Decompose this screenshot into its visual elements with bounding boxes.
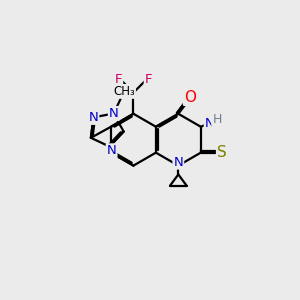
Text: N: N [107,144,116,158]
Text: F: F [115,73,122,86]
Text: CH₃: CH₃ [113,85,135,98]
Text: F: F [145,73,152,86]
Text: N: N [173,156,183,169]
Text: H: H [212,113,222,127]
Text: N: N [88,111,98,124]
Text: N: N [205,117,214,130]
Text: N: N [109,107,118,120]
Text: S: S [217,145,227,160]
Text: O: O [184,90,196,105]
